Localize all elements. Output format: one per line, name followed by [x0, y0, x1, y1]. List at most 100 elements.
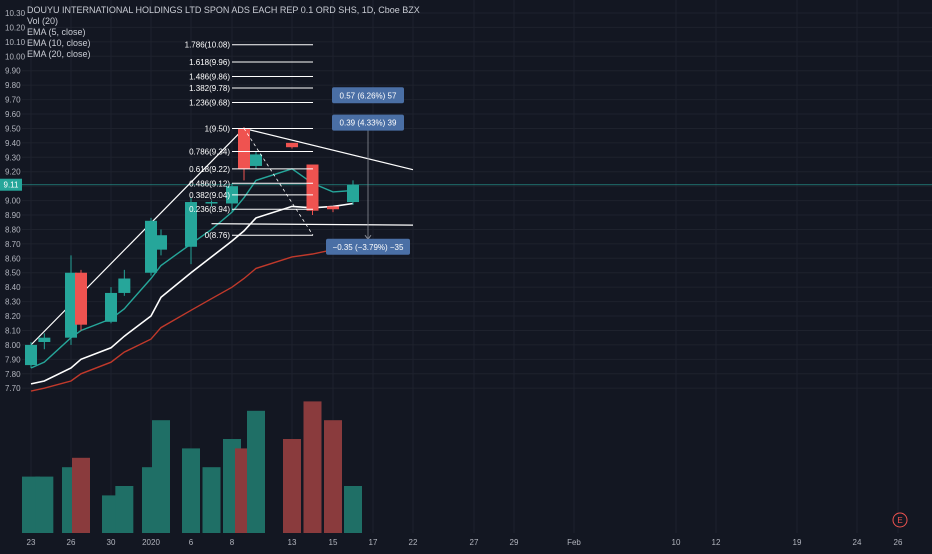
measure-box-up-2-bg	[332, 114, 404, 131]
candle-body	[327, 206, 339, 210]
candle-body	[118, 278, 131, 293]
fib-level-label: 1.786(10.08)	[185, 41, 231, 50]
measure-box-down-text: −0.35 (−3.79%) −35	[333, 243, 404, 252]
candle-body	[205, 202, 218, 204]
y-tick-label: 9.00	[5, 197, 21, 206]
y-tick-label: 9.80	[5, 81, 21, 90]
candle-body	[347, 184, 359, 203]
x-tick-label: Feb	[567, 538, 581, 547]
y-tick-label: 9.60	[5, 110, 21, 119]
candle-body	[105, 292, 117, 322]
fib-level-label: 1.236(9.68)	[189, 98, 230, 107]
volume-bar	[303, 401, 322, 533]
fib-level-label: 1.486(9.86)	[189, 72, 230, 81]
y-tick-label: 8.50	[5, 269, 21, 278]
y-tick-label: 9.50	[5, 124, 21, 133]
candle-body	[25, 344, 37, 366]
volume-bar	[182, 448, 200, 533]
measure-tools[interactable]: 0.57 (6.26%) 57 0.39 (4.33%) 39 −0.35 (−3.…	[326, 87, 410, 255]
volume-bar	[283, 439, 301, 533]
chart-legend: DOUYU INTERNATIONAL HOLDINGS LTD SPON AD…	[27, 5, 420, 60]
legend-ema10[interactable]: EMA (10, close)	[27, 38, 91, 48]
measure-box-down[interactable]: −0.35 (−3.79%) −35	[326, 238, 410, 255]
y-tick-label: 8.20	[5, 312, 21, 321]
x-tick-label: 26	[67, 538, 76, 547]
x-tick-label: 6	[189, 538, 194, 547]
candle-body	[145, 220, 157, 273]
x-tick-label: 22	[409, 538, 418, 547]
fib-level-label: 1.618(9.96)	[189, 58, 230, 67]
candle-body	[38, 337, 51, 343]
legend-ema20[interactable]: EMA (20, close)	[27, 49, 91, 59]
volume-bar	[247, 410, 265, 533]
x-tick-label: 27	[470, 538, 479, 547]
y-tick-label: 9.20	[5, 168, 21, 177]
downtrend-line[interactable]	[243, 127, 414, 171]
measure-box-up-1[interactable]: 0.57 (6.26%) 57	[332, 87, 404, 104]
x-tick-label: 23	[27, 538, 36, 547]
x-tick-label: 24	[853, 538, 862, 547]
candle-body	[65, 272, 77, 338]
fibonacci-retracement[interactable]: 1.786(10.08) 1.618(9.96) 1.486(9.86) 1.382(…	[185, 41, 314, 240]
x-axis[interactable]: 23 26 30 2020 6 8 13 15 17 22 27 29 Feb 10 12 19 24 26	[27, 538, 903, 547]
y-tick-label: 10.10	[5, 38, 26, 47]
support-line[interactable]	[211, 223, 414, 226]
y-tick-label: 10.30	[5, 9, 26, 18]
y-tick-label: 10.00	[5, 52, 26, 61]
y-tick-label: 9.70	[5, 96, 21, 105]
volume-bar	[152, 420, 170, 533]
measure-box-up-1-bg	[332, 87, 404, 104]
earnings-badge-text: E	[897, 516, 902, 525]
grid-lines	[22, 0, 932, 533]
y-tick-label: 9.90	[5, 67, 21, 76]
x-tick-label: 2020	[142, 538, 160, 547]
last-price-tag[interactable]	[0, 178, 22, 191]
y-tick-label: 8.70	[5, 240, 21, 249]
candle-body	[75, 272, 87, 325]
ema20-line	[30, 246, 354, 392]
x-tick-label: 15	[329, 538, 338, 547]
y-tick-label: 8.80	[5, 225, 21, 234]
candle-body	[250, 154, 262, 166]
fib-level-label: 0.486(9.12)	[189, 179, 230, 188]
volume-bar	[72, 457, 90, 533]
volume-bar	[344, 486, 362, 533]
candle-body	[286, 142, 298, 148]
candles	[25, 126, 359, 368]
volume-bar	[115, 486, 134, 533]
volume-bar	[35, 476, 54, 533]
y-tick-label: 8.90	[5, 211, 21, 220]
x-tick-label: 19	[793, 538, 802, 547]
earnings-badge[interactable]: E	[892, 512, 908, 528]
measure-box-up-2[interactable]: 0.39 (4.33%) 39	[332, 114, 404, 131]
measure-box-up-2-text: 0.39 (4.33%) 39	[340, 119, 397, 128]
y-tick-label: 7.80	[5, 370, 21, 379]
y-tick-label: 7.90	[5, 355, 21, 364]
y-tick-label: 9.40	[5, 139, 21, 148]
earnings-badge-icon[interactable]	[892, 512, 908, 528]
fib-level-label: 0.236(8.94)	[189, 205, 230, 214]
y-tick-label: 8.40	[5, 283, 21, 292]
fib-level-label: 1(9.50)	[205, 124, 231, 133]
y-tick-label: 10.20	[5, 23, 26, 32]
legend-ema5[interactable]: EMA (5, close)	[27, 27, 86, 37]
fib-level-label: 1.382(9.78)	[189, 84, 230, 93]
x-tick-label: 29	[510, 538, 519, 547]
measure-box-up-1-text: 0.57 (6.26%) 57	[340, 91, 397, 100]
last-price-value: 9.11	[4, 181, 20, 190]
y-tick-label: 7.70	[5, 384, 21, 393]
legend-vol[interactable]: Vol (20)	[27, 16, 59, 26]
symbol-title[interactable]: DOUYU INTERNATIONAL HOLDINGS LTD SPON AD…	[27, 5, 420, 15]
x-tick-label: 12	[712, 538, 721, 547]
y-tick-label: 8.10	[5, 326, 21, 335]
fib-level-label: 0(8.76)	[205, 231, 231, 240]
y-tick-label: 8.60	[5, 254, 21, 263]
x-tick-label: 17	[369, 538, 378, 547]
candle-body	[185, 202, 197, 247]
y-axis[interactable]: 10.30 10.20 10.10 10.00 9.90 9.80 9.70 9.60 9.50…	[0, 9, 26, 393]
x-tick-label: 8	[230, 538, 235, 547]
candle-body	[306, 164, 319, 211]
fib-level-label: 0.382(9.04)	[189, 191, 230, 200]
